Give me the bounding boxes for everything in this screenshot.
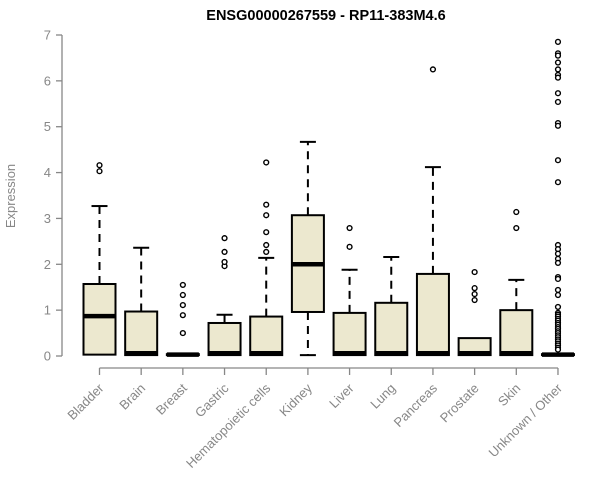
outlier-point [554, 286, 562, 294]
outlier-point [554, 74, 562, 81]
x-tick-label-unknown-other: Unknown / Other [486, 380, 566, 460]
outlier-point [554, 259, 562, 267]
outlier-point [221, 248, 228, 256]
boxplot-brain [124, 246, 159, 357]
x-tick-label-bladder: Bladder [64, 380, 107, 423]
outlier-point [263, 201, 270, 208]
outlier-point [263, 229, 270, 236]
y-tick-label-5: 5 [44, 119, 51, 134]
outlier-point [96, 162, 103, 169]
boxplot-kidney [290, 140, 325, 357]
y-tick-label-2: 2 [44, 257, 51, 272]
outlier-point [554, 303, 562, 311]
y-axis-label: Expression [3, 164, 18, 228]
outlier-point [513, 224, 520, 232]
y-tick-label-3: 3 [44, 211, 51, 226]
outlier-point [263, 212, 270, 219]
outlier-point [179, 329, 186, 337]
x-tick-label-kidney: Kidney [276, 380, 315, 419]
box-iqr [332, 311, 367, 357]
outlier-point [263, 248, 270, 256]
outlier-point [554, 66, 562, 73]
outlier-point [263, 159, 270, 166]
boxplot-unknown-other [540, 38, 575, 357]
y-tick-label-4: 4 [44, 165, 51, 180]
x-tick-label-liver: Liver [326, 380, 357, 411]
outlier-point [221, 258, 228, 266]
outlier-point [429, 66, 437, 73]
boxplot-pancreas [415, 66, 450, 357]
outlier-point [471, 268, 478, 276]
outlier-point [263, 241, 270, 249]
x-tick-label-gastric: Gastric [192, 380, 232, 420]
outlier-point [554, 38, 562, 45]
outlier-point [221, 235, 228, 242]
box-iqr [249, 315, 284, 357]
outlier-point [179, 301, 186, 309]
boxplot-skin [499, 208, 534, 357]
outlier-point [471, 290, 478, 298]
chart-title: ENSG00000267559 - RP11-383M4.6 [206, 8, 445, 24]
boxplot-bladder [82, 162, 117, 356]
boxplot-gastric [207, 235, 242, 357]
outlier-point [471, 296, 478, 304]
outlier-point [179, 291, 186, 299]
boxes-layer [82, 38, 575, 357]
y-tick-label-6: 6 [44, 73, 51, 88]
outlier-point [346, 243, 353, 250]
outlier-point [96, 168, 103, 175]
x-tick-label-brain: Brain [116, 381, 148, 413]
outlier-point [179, 281, 186, 289]
boxplot-prostate [457, 268, 492, 357]
boxplot-hematopoietic-cells [249, 159, 284, 357]
x-tick-label-prostate: Prostate [437, 381, 482, 426]
x-tick-label-breast: Breast [153, 380, 190, 417]
outlier-point [554, 291, 562, 299]
outlier-point [554, 275, 562, 283]
outlier-point [513, 208, 520, 216]
outlier-point [554, 122, 562, 129]
x-tick-label-pancreas: Pancreas [391, 380, 441, 430]
box-iqr [374, 301, 409, 357]
y-tick-label-7: 7 [44, 28, 51, 43]
boxplot-breast [165, 281, 200, 357]
x-tick-label-skin: Skin [495, 381, 523, 409]
outlier-point [471, 285, 478, 292]
outlier-point [554, 179, 562, 186]
y-tick-label-1: 1 [44, 303, 51, 318]
boxplot-lung [374, 255, 409, 357]
box-iqr [415, 272, 450, 357]
outlier-point [554, 98, 562, 106]
box-iqr [124, 310, 159, 357]
outlier-point [554, 346, 562, 353]
box-iqr [499, 309, 534, 357]
outlier-point [346, 224, 353, 232]
outlier-point [554, 52, 562, 59]
outlier-point [554, 90, 562, 97]
y-tick-label-0: 0 [44, 349, 51, 364]
outlier-point [554, 59, 562, 66]
outlier-point [554, 250, 562, 257]
box-iqr [207, 321, 242, 357]
outlier-point [179, 312, 186, 319]
box-iqr [82, 283, 117, 356]
outlier-point [554, 157, 562, 164]
x-tick-label-lung: Lung [367, 381, 398, 412]
boxplot-liver [332, 224, 367, 357]
